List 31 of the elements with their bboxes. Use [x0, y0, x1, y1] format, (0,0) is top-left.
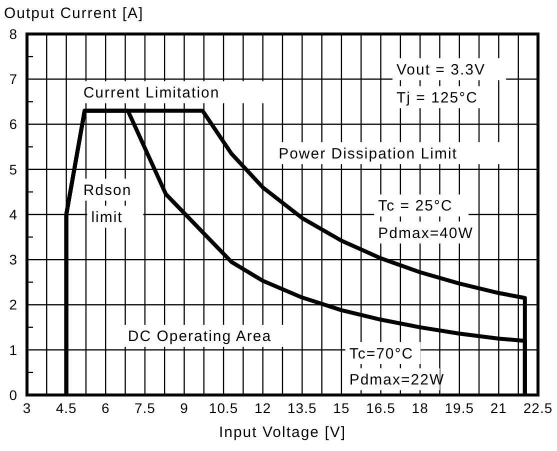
x-tick-label: 16.5: [366, 400, 396, 416]
y-tick-label: 8: [9, 26, 18, 42]
y-tick-label: 2: [9, 296, 18, 313]
x-tick-label: 19.5: [444, 400, 474, 416]
x-tick-label: 3: [22, 400, 32, 416]
chart-title: Output Current [A]: [4, 5, 144, 22]
x-tick-label: 21: [490, 400, 507, 416]
x-tick-label: 4.5: [56, 400, 77, 416]
y-tick-label: 1: [9, 342, 18, 358]
y-tick-label: 0: [9, 386, 18, 403]
x-tick-label: 22.5: [523, 400, 553, 416]
x-tick-label: 10.5: [208, 400, 238, 416]
y-tick-label: 4: [9, 206, 18, 222]
y-tick-label: 7: [9, 71, 18, 88]
x-axis-title: Input Voltage [V]: [218, 424, 346, 441]
x-tick-label: 9: [180, 400, 188, 416]
y-tick-label: 5: [9, 161, 18, 178]
annotation: Tc = 25°C Pdmax=40W: [378, 198, 474, 242]
annotation: Current Limitation: [83, 84, 220, 102]
x-tick-label: 12: [254, 400, 272, 416]
annotation: Vout = 3.3V Tj = 125°C: [396, 61, 486, 106]
y-tick-label: 3: [9, 252, 18, 268]
x-tick-label: 13.5: [288, 400, 317, 416]
annotation: Power Dissipation Limit: [278, 145, 458, 162]
x-tick-label: 15: [333, 400, 350, 416]
annotation: Rdson limit: [83, 182, 132, 226]
x-tick-label: 7.5: [134, 400, 156, 416]
annotation: DC Operating Area: [128, 328, 272, 346]
y-tick-label: 6: [9, 116, 18, 132]
x-tick-label: 6: [101, 400, 110, 416]
x-tick-label: 18: [412, 400, 428, 416]
